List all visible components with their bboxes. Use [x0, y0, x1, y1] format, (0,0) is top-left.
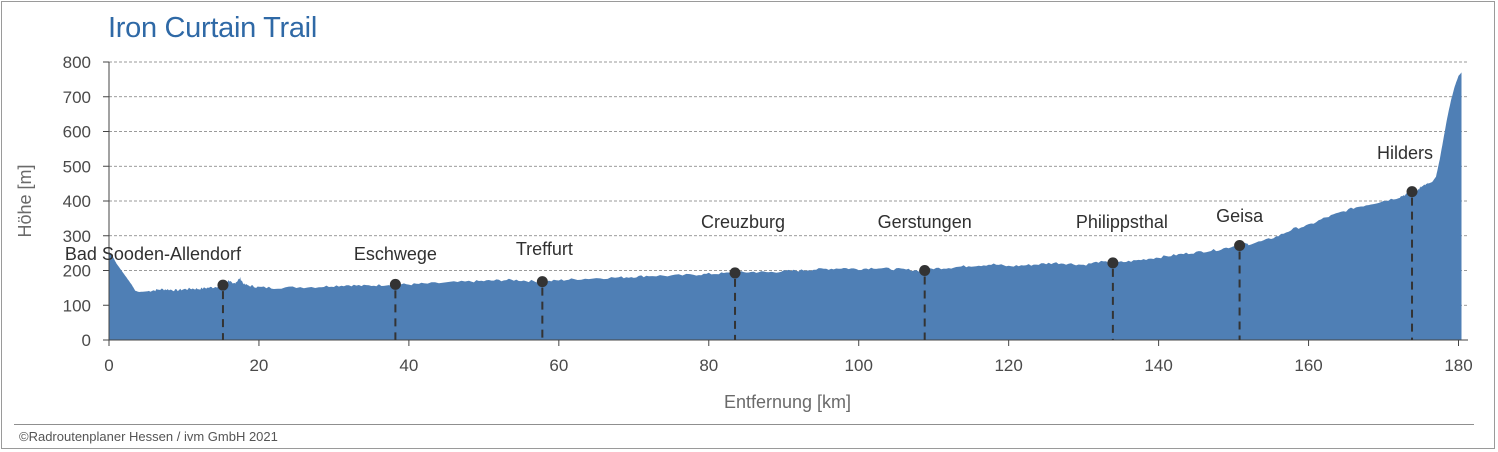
- place-label: Geisa: [1216, 206, 1264, 226]
- place-dot: [536, 276, 548, 288]
- chart-title: Iron Curtain Trail: [108, 12, 317, 44]
- place-marker: Philippsthal: [1076, 212, 1168, 340]
- place-dot: [217, 279, 229, 291]
- y-tick-labels: 0 100 200 300 400 500 600 700 800: [63, 53, 109, 350]
- place-marker: Geisa: [1216, 206, 1264, 340]
- y-tick-label: 600: [63, 123, 91, 142]
- y-tick-label: 300: [63, 227, 91, 246]
- x-tick-label: 20: [249, 356, 268, 375]
- x-tick-label: 40: [399, 356, 418, 375]
- y-tick-label: 100: [63, 296, 91, 315]
- place-marker: Gerstungen: [878, 212, 972, 340]
- y-tick-label: 800: [63, 53, 91, 72]
- place-marker: Bad Sooden-Allendorf: [65, 244, 242, 340]
- x-tick-label: 80: [699, 356, 718, 375]
- footer-divider: [14, 424, 1474, 425]
- x-tick-label: 120: [994, 356, 1022, 375]
- place-dot: [389, 278, 401, 290]
- x-tick-labels: 0 20 40 60 80 100 120 140 160 180: [104, 340, 1473, 375]
- place-dot: [1107, 257, 1119, 269]
- x-axis-label: Entfernung [km]: [724, 392, 851, 412]
- place-dot: [729, 267, 741, 279]
- place-label: Treffurt: [516, 239, 573, 259]
- y-tick-label: 0: [82, 331, 91, 350]
- place-dot: [919, 265, 931, 276]
- place-label: Hilders: [1377, 143, 1433, 163]
- elevation-area: [109, 72, 1462, 341]
- y-axis-label: Höhe [m]: [15, 164, 35, 237]
- place-label: Bad Sooden-Allendorf: [65, 244, 242, 264]
- place-marker: Hilders: [1377, 143, 1433, 340]
- place-marker: Eschwege: [354, 244, 437, 340]
- place-label: Gerstungen: [878, 212, 972, 232]
- y-tick-label: 200: [63, 262, 91, 281]
- y-tick-label: 500: [63, 157, 91, 176]
- x-tick-label: 180: [1444, 356, 1472, 375]
- copyright-credit: ©Radroutenplaner Hessen / ivm GmbH 2021: [19, 429, 278, 444]
- place-markers: Bad Sooden-Allendorf Eschwege Treffurt Creu…: [65, 143, 1433, 340]
- place-dot: [1406, 186, 1418, 198]
- x-tick-label: 100: [845, 356, 873, 375]
- x-tick-label: 160: [1294, 356, 1322, 375]
- place-dot: [1234, 239, 1246, 251]
- y-tick-label: 400: [63, 192, 91, 211]
- place-marker: Treffurt: [516, 239, 573, 340]
- x-tick-label: 0: [104, 356, 113, 375]
- x-tick-label: 140: [1144, 356, 1172, 375]
- x-tick-label: 60: [549, 356, 568, 375]
- place-label: Eschwege: [354, 244, 437, 264]
- place-label: Creuzburg: [701, 212, 785, 232]
- place-label: Philippsthal: [1076, 212, 1168, 232]
- y-tick-label: 700: [63, 88, 91, 107]
- place-marker: Creuzburg: [701, 212, 785, 340]
